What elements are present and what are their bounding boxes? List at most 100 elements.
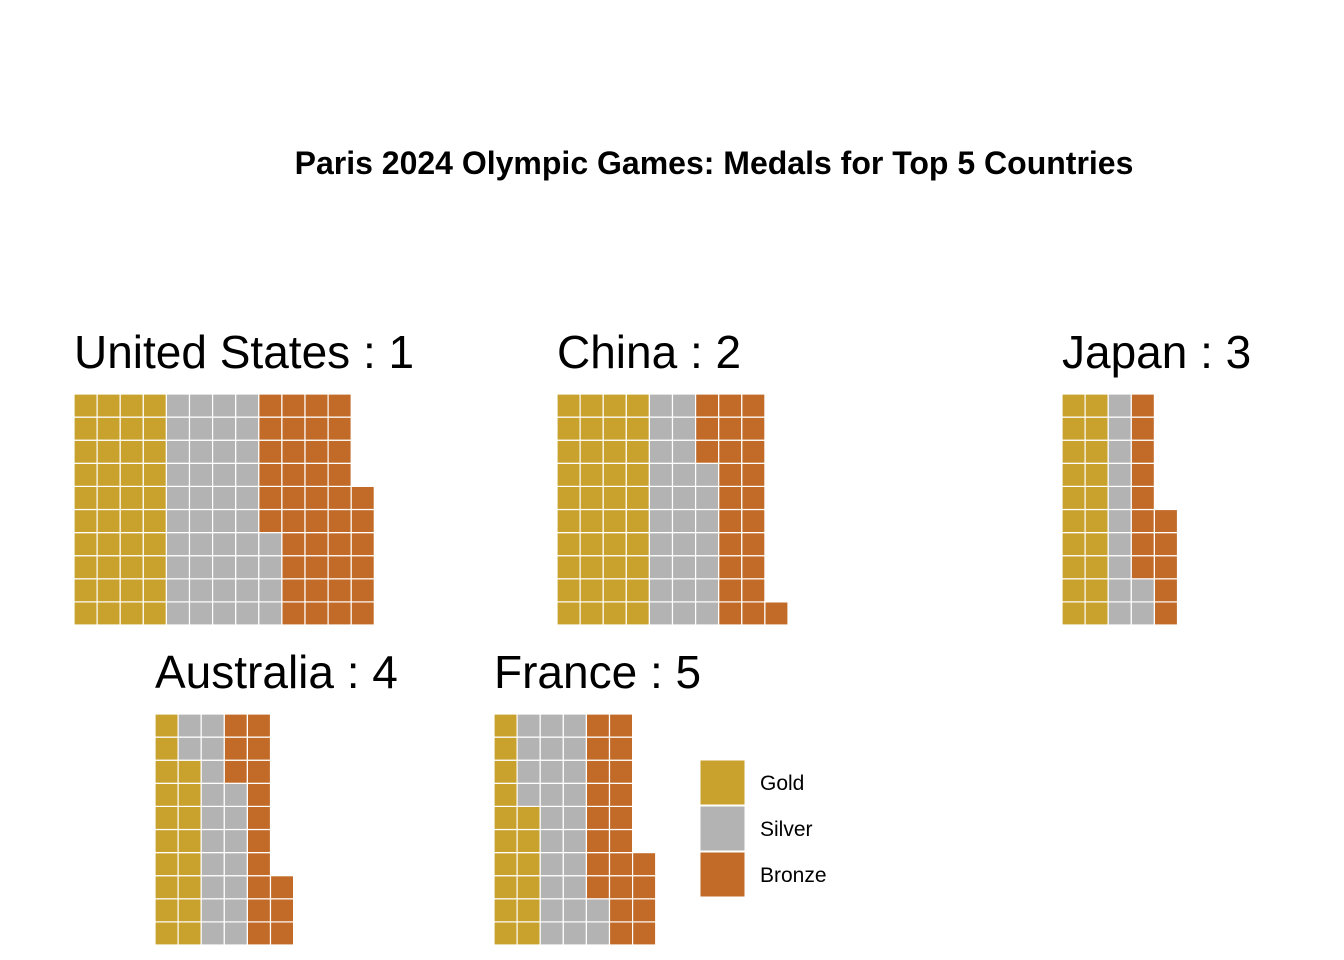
- waffle-cell-silver: [188, 439, 214, 464]
- waffle-cell-silver: [223, 851, 249, 877]
- waffle-cell-bronze: [269, 898, 295, 923]
- waffle-cell-bronze: [350, 531, 375, 557]
- waffle-cell-bronze: [631, 875, 657, 900]
- waffle-cell-bronze: [718, 393, 743, 418]
- waffle-cell-gold: [142, 555, 168, 580]
- waffle-cell-bronze: [741, 578, 766, 603]
- waffle-cell-silver: [539, 898, 564, 923]
- waffle-cell-silver: [212, 485, 237, 511]
- waffle-cell-gold: [556, 393, 581, 418]
- waffle-cell-gold: [142, 439, 168, 464]
- waffle-cell-gold: [142, 393, 168, 418]
- waffle-cell-bronze: [304, 416, 329, 441]
- waffle-cell-gold: [579, 393, 604, 418]
- waffle-cell-gold: [625, 578, 650, 603]
- waffle-cell-silver: [539, 713, 564, 738]
- waffle-cell-bronze: [281, 485, 306, 511]
- waffle-cell-gold: [119, 439, 144, 464]
- waffle-cell-bronze: [350, 555, 375, 580]
- waffle-cell-bronze: [327, 416, 352, 441]
- waffle-cell-bronze: [741, 393, 766, 418]
- waffle-cell-silver: [188, 578, 214, 603]
- waffle-cell-bronze: [608, 713, 634, 738]
- waffle-cell-bronze: [608, 898, 634, 923]
- waffle-cell-gold: [142, 485, 168, 511]
- waffle-cell-gold: [154, 713, 179, 738]
- waffle-cell-silver: [694, 555, 720, 580]
- waffle-cell-silver: [200, 713, 225, 738]
- waffle-cell-bronze: [246, 851, 272, 877]
- waffle-cell-bronze: [1153, 555, 1179, 580]
- waffle-cell-gold: [602, 601, 627, 626]
- waffle-cell-silver: [516, 782, 541, 807]
- waffle-cell-bronze: [608, 851, 634, 877]
- waffle-cell-gold: [142, 416, 168, 441]
- waffle-cell-silver: [165, 555, 191, 580]
- waffle-cell-bronze: [608, 921, 634, 946]
- waffle-cell-gold: [625, 439, 650, 464]
- waffle-cell-bronze: [304, 531, 329, 557]
- waffle-cell-silver: [671, 393, 697, 418]
- waffle-cell-gold: [556, 462, 581, 487]
- waffle-cell-gold: [73, 555, 98, 580]
- waffle-cell-silver: [212, 462, 237, 487]
- waffle-cell-gold: [142, 601, 168, 626]
- waffle-cell-gold: [493, 851, 518, 877]
- waffle-cell-bronze: [246, 875, 272, 900]
- waffle-cell-bronze: [718, 601, 743, 626]
- waffle-cell-silver: [671, 578, 697, 603]
- waffle-cell-silver: [212, 578, 237, 603]
- waffle-cell-bronze: [718, 555, 743, 580]
- waffle-cell-gold: [119, 601, 144, 626]
- waffle-cell-silver: [1107, 393, 1132, 418]
- waffle-cell-silver: [539, 875, 564, 900]
- waffle-cell-gold: [96, 439, 121, 464]
- waffle-cell-gold: [177, 875, 202, 900]
- waffle-cell-bronze: [281, 555, 306, 580]
- waffle-cell-gold: [73, 531, 98, 557]
- waffle-cell-bronze: [1130, 485, 1156, 511]
- waffle-cell-gold: [142, 508, 168, 534]
- waffle-cell-bronze: [269, 875, 295, 900]
- waffle-cell-bronze: [585, 736, 611, 761]
- waffle-cell-gold: [579, 416, 604, 441]
- waffle-cell-gold: [602, 462, 627, 487]
- waffle-cell-silver: [648, 416, 674, 441]
- waffle-cell-gold: [1061, 578, 1086, 603]
- waffle-cell-silver: [165, 531, 191, 557]
- waffle-cell-bronze: [741, 531, 766, 557]
- waffle-cell-gold: [177, 921, 202, 946]
- waffle-cell-gold: [579, 531, 604, 557]
- waffle-cell-bronze: [350, 508, 375, 534]
- waffle-cell-gold: [516, 921, 541, 946]
- waffle-cell-bronze: [1153, 508, 1179, 534]
- waffle-cell-silver: [694, 485, 720, 511]
- waffle-cell-gold: [96, 531, 121, 557]
- waffle-cell-bronze: [246, 828, 272, 854]
- waffle-cell-bronze: [246, 805, 272, 831]
- waffle-cell-bronze: [304, 578, 329, 603]
- panel-title: Japan : 3: [1062, 326, 1251, 378]
- waffle-cell-gold: [579, 508, 604, 534]
- waffle-cell-gold: [625, 555, 650, 580]
- waffle-cell-gold: [1061, 508, 1086, 534]
- waffle-cell-bronze: [585, 875, 611, 900]
- waffle-cell-bronze: [281, 578, 306, 603]
- waffle-cell-silver: [200, 851, 225, 877]
- waffle-cell-silver: [671, 416, 697, 441]
- waffle-cell-bronze: [258, 393, 283, 418]
- waffle-cell-gold: [177, 805, 202, 831]
- waffle-cell-silver: [165, 601, 191, 626]
- waffle-cell-bronze: [741, 485, 766, 511]
- waffle-cell-silver: [694, 578, 720, 603]
- waffle-cell-gold: [493, 828, 518, 854]
- waffle-cell-gold: [493, 921, 518, 946]
- waffle-cell-bronze: [327, 485, 352, 511]
- waffle-cell-bronze: [304, 439, 329, 464]
- waffle-cell-gold: [602, 555, 627, 580]
- waffle-cell-bronze: [223, 713, 249, 738]
- waffle-cell-gold: [579, 439, 604, 464]
- waffle-cell-gold: [579, 601, 604, 626]
- waffle-cell-silver: [648, 439, 674, 464]
- panel-japan: Japan : 3: [1061, 326, 1251, 626]
